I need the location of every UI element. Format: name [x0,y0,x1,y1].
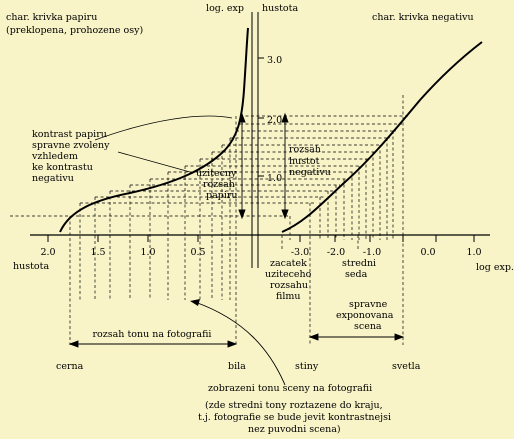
lights-label: svetla [392,361,421,372]
paper-curve-title-line-1: char. krivka papiru [6,12,97,23]
svg-text:filmu: filmu [276,291,301,302]
negative-characteristic-curve [281,41,483,233]
paper-range-arrow [238,112,246,220]
log-exp-tick-minus-1: -1.0 [363,247,381,258]
useful-paper-range-label: uzitecny rozsah papiru [196,168,238,201]
density-tick-3: 3.0 [267,55,282,66]
paper-tick-0-5: 0.5 [190,247,205,258]
negative-density-range-label: rozsah hustot negativu [289,144,331,178]
photo-tone-range-arrow [68,340,238,348]
density-top-label: hustota [262,3,298,14]
log-exp-tick-1: 1.0 [466,247,481,258]
white-label: bila [228,361,246,372]
dashed-vertical-guides-paper [69,116,237,345]
negative-curve-title: char. krivka negativu [372,12,474,23]
log-exp-axis-label: log exp. [476,262,514,273]
svg-text:ke kontrastu: ke kontrastu [32,162,93,173]
log-exp-tick-minus-3: -3.0 [291,247,309,258]
density-tick-1: 1.0 [267,173,282,184]
black-label: cerna [56,361,84,372]
mapping-note-line-3: nez puvodni scena) [248,424,341,435]
svg-text:zacatek: zacatek [270,258,307,269]
contrast-pointer-top [94,115,233,141]
mapping-note-line-1: (zde stredni tony roztazene do kraju, [205,400,383,411]
paper-characteristic-curve [59,27,249,233]
svg-text:negativu: negativu [32,173,74,184]
svg-text:exponovana: exponovana [336,310,394,321]
svg-text:spravne: spravne [349,299,388,310]
film-start-label: zacatek uziteceho rozsahu filmu [265,258,312,302]
mapping-pointer-arrowhead [190,299,200,306]
paper-tick-1-5: 1.5 [90,247,105,258]
svg-text:uzitecny: uzitecny [196,168,237,179]
svg-text:kontrast papiru: kontrast papiru [32,129,107,140]
svg-text:papiru: papiru [206,190,238,201]
mapping-note-line-2: t.j. fotografie se bude jevit kontrastne… [198,412,391,423]
svg-text:uziteceho: uziteceho [265,269,312,280]
log-exp-tick-0: 0.0 [420,247,435,258]
svg-text:rozsah: rozsah [289,144,321,155]
paper-axis-ticks [47,235,199,242]
density-tick-2: 2.0 [267,115,282,126]
negative-range-arrow [281,112,289,220]
mapping-pointer-curve [194,301,286,386]
svg-text:spravne zvoleny: spravne zvoleny [32,140,110,151]
svg-text:stredni: stredni [342,258,376,269]
svg-text:vzhledem: vzhledem [31,151,78,162]
photo-tone-range-label: rozsah tonu na fotografii [93,329,212,340]
svg-text:seda: seda [345,269,368,280]
paper-curve-title-line-2: (preklopena, prohozene osy) [6,25,143,36]
dashed-vertical-guides-negative [281,95,404,345]
density-axis-ticks [258,57,264,177]
density-axis-label: hustota [13,261,49,272]
log-exp-top-label: log. exp [206,3,244,14]
shadows-label: stiny [295,361,319,372]
paper-tick-1-0: 1.0 [140,247,155,258]
svg-text:rozsah: rozsah [203,179,235,190]
svg-text:hustot: hustot [289,156,320,167]
exposed-scene-label: spravne exponovana scena [336,299,394,332]
svg-text:rozsahu: rozsahu [270,280,308,291]
svg-text:negativu: negativu [289,167,331,178]
mapping-title: zobrazeni tonu sceny na fotografii [208,383,372,394]
middle-grey-label: stredni seda [342,258,376,280]
svg-text:scena: scena [354,321,382,332]
contrast-label: kontrast papiru spravne zvoleny vzhledem… [31,129,110,184]
paper-tick-2-0: 2.0 [40,247,55,258]
log-exp-tick-minus-2: -2.0 [327,247,345,258]
scene-range-arrow [308,333,405,341]
contrast-pointer [117,151,191,173]
dashed-horizontal-guides [10,115,410,217]
